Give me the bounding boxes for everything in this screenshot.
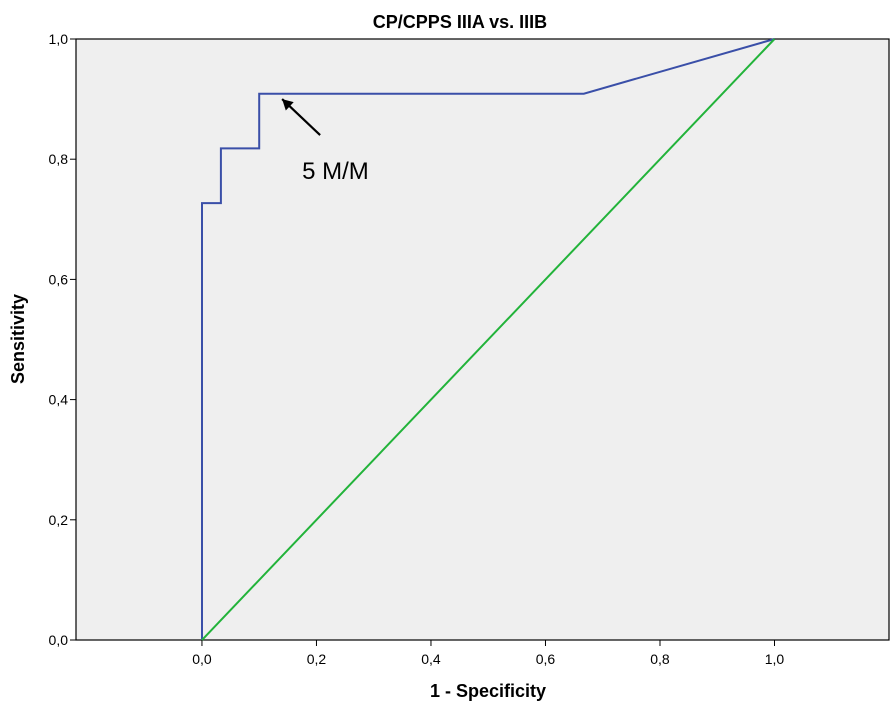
y-tick-label-5: 1,0 <box>49 31 69 47</box>
y-tick-label-4: 0,8 <box>49 151 69 167</box>
y-axis-label: Sensitivity <box>8 294 28 384</box>
y-tick-label-2: 0,4 <box>49 392 69 408</box>
x-axis-label: 1 - Specificity <box>430 681 546 701</box>
chart-title: CP/CPPS IIIA vs. IIIB <box>373 12 547 32</box>
x-tick-label-2: 0,4 <box>421 651 441 667</box>
x-tick-label-4: 0,8 <box>650 651 670 667</box>
x-tick-label-3: 0,6 <box>536 651 556 667</box>
x-tick-label-1: 0,2 <box>307 651 327 667</box>
x-tick-label-0: 0,0 <box>192 651 212 667</box>
annotation-label-0: 5 M/M <box>302 158 369 185</box>
annotation-arrowhead-0 <box>282 99 294 111</box>
series-line-1 <box>201 38 775 640</box>
y-tick-label-3: 0,6 <box>49 271 69 287</box>
y-tick-label-1: 0,2 <box>49 512 69 528</box>
x-tick-label-5: 1,0 <box>765 651 785 667</box>
plot-area <box>75 38 890 641</box>
y-tick-label-0: 0,0 <box>49 632 69 648</box>
series-line-2 <box>201 38 776 641</box>
